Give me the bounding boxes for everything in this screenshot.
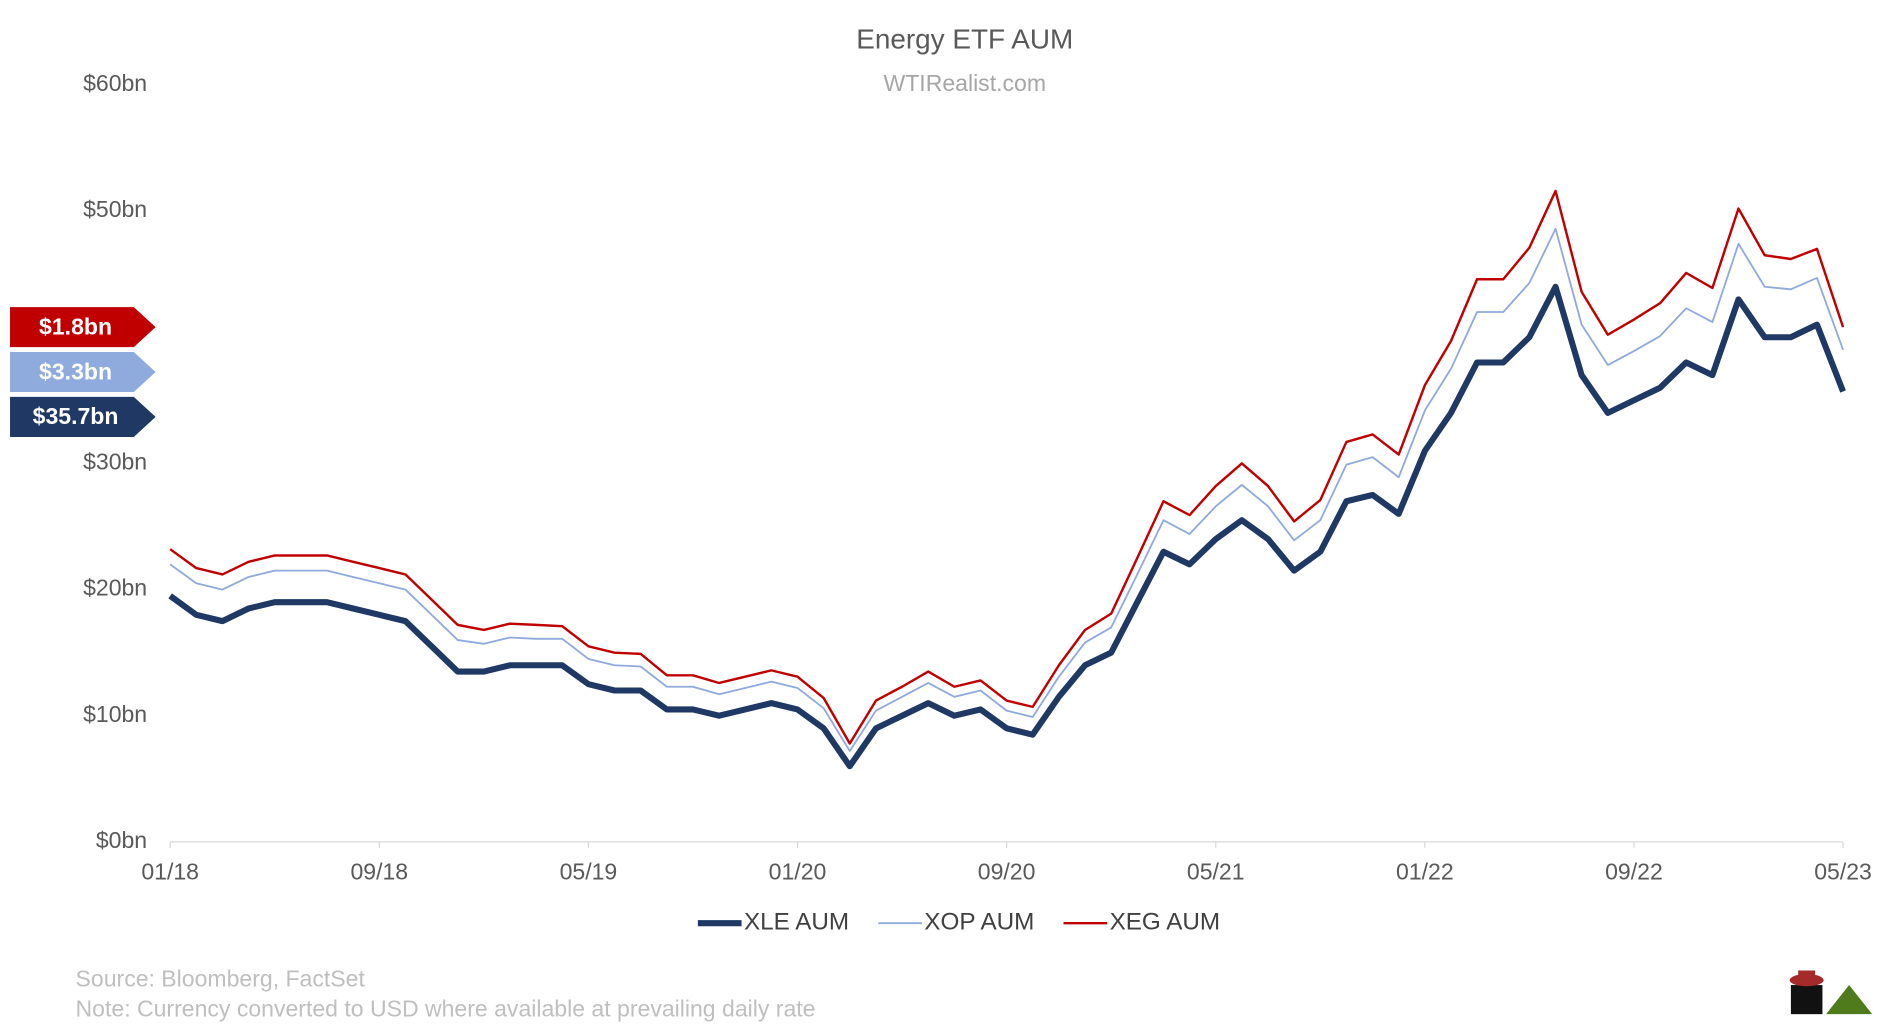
x-tick-label: 05/21 (1187, 859, 1245, 885)
end-label-box (10, 396, 156, 437)
x-tick-label: 09/18 (350, 859, 408, 885)
end-label-text: $1.8bn (39, 313, 112, 339)
x-tick-label: 05/23 (1814, 859, 1872, 885)
end-label-text: $3.3bn (39, 358, 112, 384)
legend-label: XLE AUM (744, 909, 849, 936)
legend-label: XEG AUM (1110, 909, 1221, 936)
y-tick-label: $20bn (83, 575, 147, 601)
y-tick-label: $10bn (83, 701, 147, 727)
y-tick-label: $50bn (83, 196, 147, 222)
y-tick-label: $0bn (96, 827, 147, 853)
logo (1789, 970, 1873, 1015)
x-tick-label: 09/20 (978, 859, 1036, 885)
series-line (169, 189, 1845, 745)
end-label: $3.3bn (10, 352, 156, 393)
series-line (169, 227, 1844, 752)
legend: XLE AUM XOP AUM XEG AUM (697, 909, 1221, 936)
end-label-box (10, 352, 156, 393)
source-note: Source: Bloomberg, FactSet (76, 965, 366, 991)
series-line (168, 283, 1846, 770)
end-label-text: $35.7bn (33, 403, 119, 429)
x-tick-label: 01/20 (769, 859, 827, 885)
chart-title: Energy ETF AUM (856, 24, 1073, 55)
end-label: $1.8bn (10, 307, 156, 348)
x-tick-label: 01/18 (141, 859, 199, 885)
y-tick-label: $30bn (83, 449, 147, 475)
x-tick-label: 01/22 (1396, 859, 1454, 885)
end-label: $35.7bn (10, 396, 156, 437)
footnote: Note: Currency converted to USD where av… (76, 996, 816, 1022)
x-tick-label: 05/19 (560, 859, 618, 885)
end-label-box (10, 307, 156, 348)
chart-subtitle: WTIRealist.com (884, 70, 1047, 96)
x-tick-label: 09/22 (1605, 859, 1663, 885)
y-tick-label: $60bn (83, 70, 147, 96)
legend-label: XOP AUM (924, 909, 1034, 936)
